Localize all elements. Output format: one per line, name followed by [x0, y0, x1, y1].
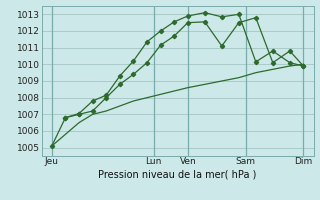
X-axis label: Pression niveau de la mer( hPa ): Pression niveau de la mer( hPa ) [99, 169, 257, 179]
